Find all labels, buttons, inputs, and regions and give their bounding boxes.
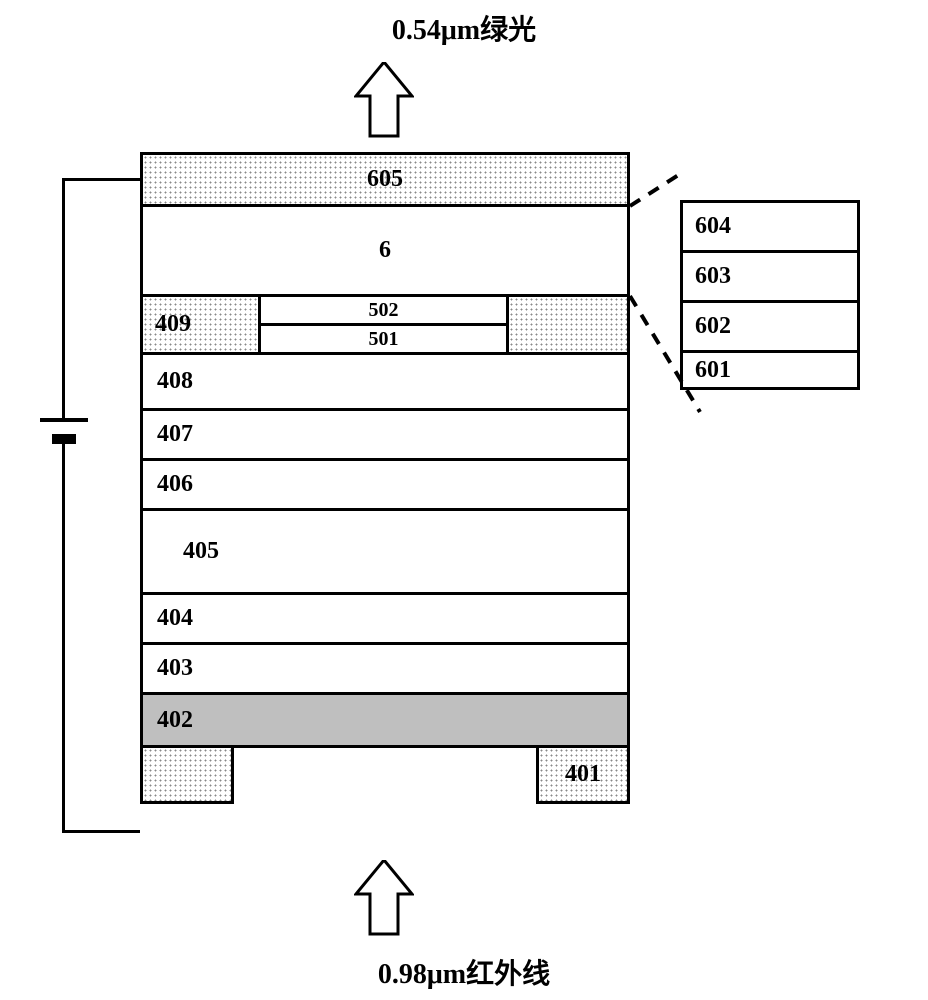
device-diagram: 0.54μm绿光 605 6 409 502 501 (0, 0, 928, 1000)
arrow-up-input (354, 860, 414, 938)
wire-top-h (62, 178, 140, 181)
wire-left-v-upper (62, 178, 65, 418)
wire-left-v-lower (62, 444, 65, 832)
callout-lines (0, 0, 928, 1000)
wire-bottom-h (62, 830, 140, 833)
input-wavelength-label: 0.98μm红外线 (0, 952, 928, 992)
